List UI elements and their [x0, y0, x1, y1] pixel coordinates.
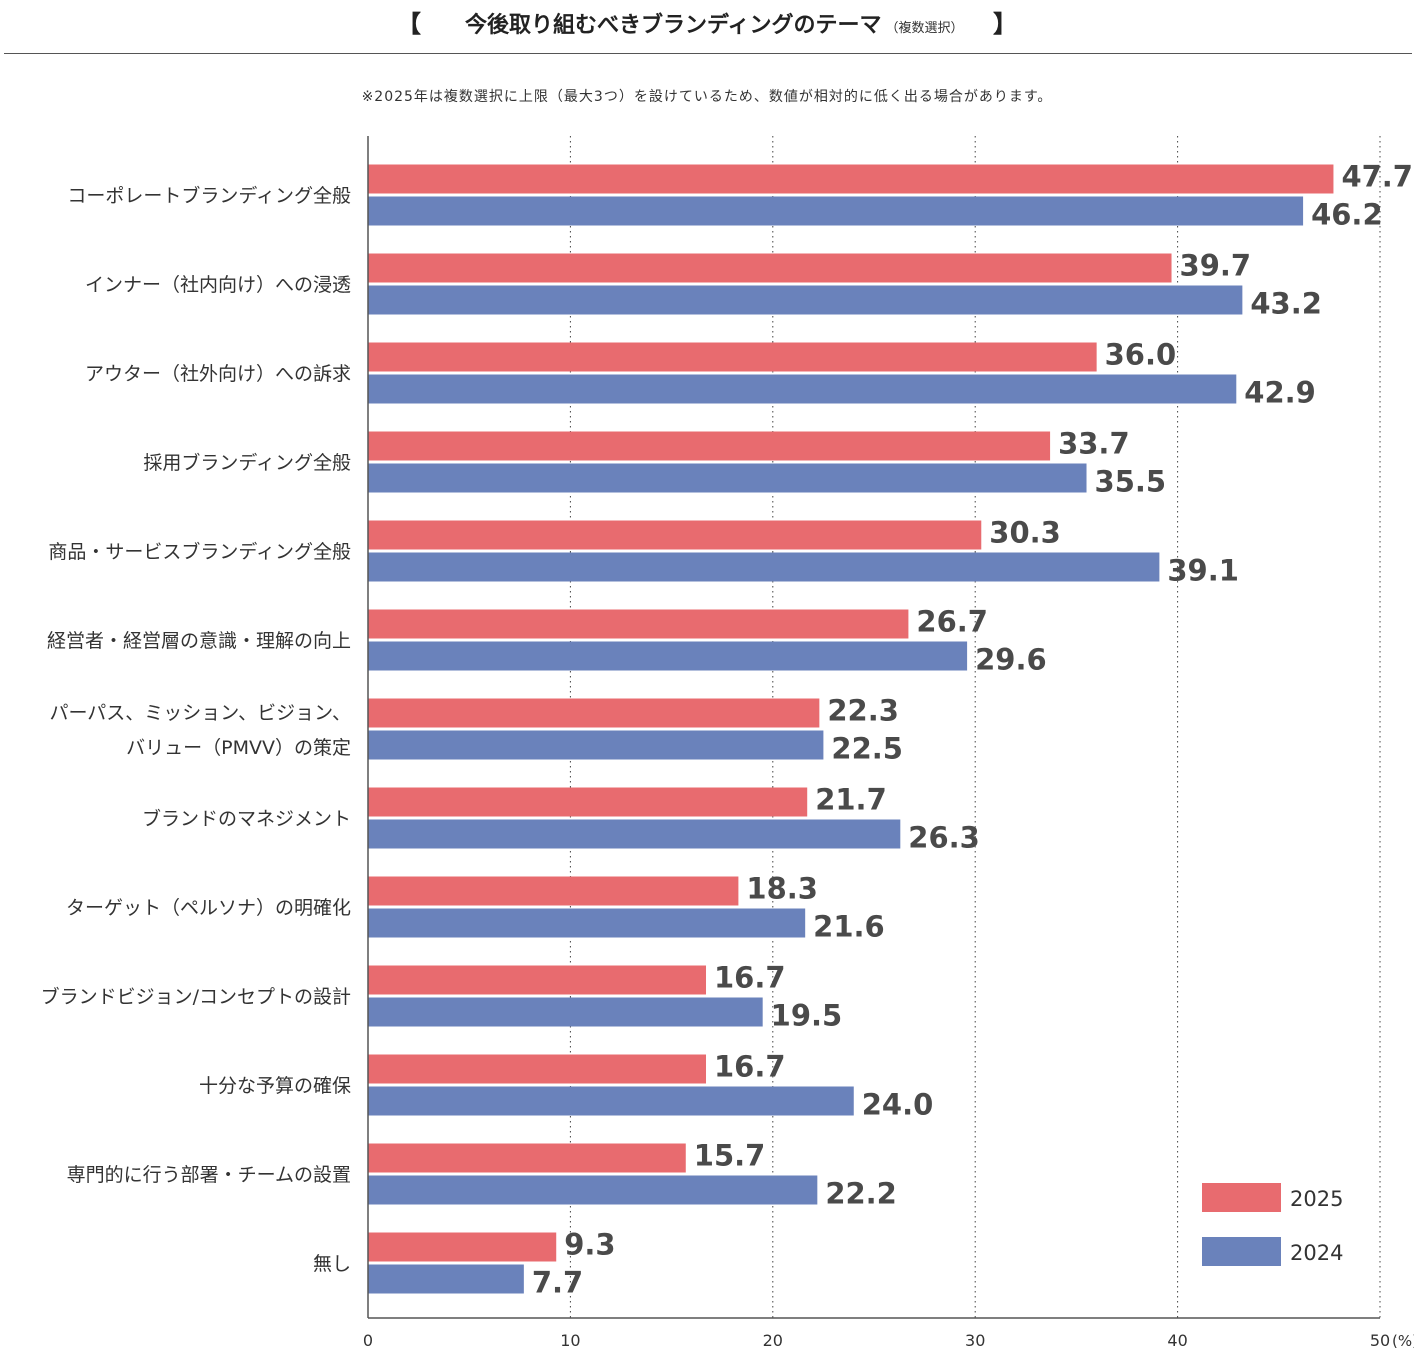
value-label-2025: 30.3	[989, 516, 1061, 550]
bar-2024	[368, 196, 1304, 226]
bar-2024	[368, 1086, 854, 1116]
value-label-2024: 43.2	[1250, 287, 1322, 321]
x-tick-label: 10	[560, 1331, 580, 1350]
value-label-2024: 22.2	[825, 1177, 897, 1211]
value-label-2024: 19.5	[771, 999, 843, 1033]
value-label-2025: 33.7	[1058, 427, 1130, 461]
chart-title: 【 今後取り組むべきブランディングのテーマ （複数選択） 】	[0, 4, 1414, 40]
bar-2025	[368, 787, 808, 817]
legend-swatch-2025	[1202, 1183, 1281, 1212]
bar-2024	[368, 463, 1087, 493]
x-tick-label: 0	[363, 1331, 373, 1350]
value-label-2025: 36.0	[1105, 338, 1177, 372]
value-label-2025: 39.7	[1180, 249, 1252, 283]
value-label-2025: 22.3	[827, 694, 899, 728]
category-label: ブランドビジョン/コンセプトの設計	[41, 985, 351, 1008]
bar-2025	[368, 342, 1097, 372]
bar-2025	[368, 1143, 686, 1173]
value-label-2025: 26.7	[916, 605, 988, 639]
bar-2024	[368, 730, 824, 760]
legend-label-2025: 2025	[1290, 1187, 1343, 1211]
bar-2025	[368, 698, 820, 728]
category-label: 商品・サービスブランディング全般	[48, 540, 351, 563]
bar-2025	[368, 520, 982, 550]
value-label-2025: 16.7	[714, 961, 786, 995]
value-label-2024: 22.5	[831, 732, 903, 766]
category-label: パーパス、ミッション、ビジョン、	[49, 702, 351, 724]
footnote: ※2025年は複数選択に上限（最大3つ）を設けているため、数値が相対的に低く出る…	[361, 89, 1053, 105]
bar-2024	[368, 552, 1160, 582]
category-label: 採用ブランディング全般	[143, 451, 351, 474]
value-label-2024: 21.6	[813, 910, 885, 944]
value-label-2025: 18.3	[746, 872, 818, 906]
value-label-2024: 24.0	[862, 1088, 934, 1122]
bar-2025	[368, 164, 1334, 194]
value-label-2024: 46.2	[1311, 198, 1383, 232]
category-label: アウター（社外向け）への訴求	[85, 363, 351, 385]
bar-2024	[368, 641, 968, 671]
category-label: 十分な予算の確保	[199, 1075, 351, 1097]
x-tick-label: 40	[1167, 1331, 1187, 1350]
title-main: 今後取り組むべきブランディングのテーマ	[465, 13, 882, 38]
title-divider	[4, 53, 1412, 54]
bar-2024	[368, 908, 806, 938]
x-tick-label: 30	[965, 1331, 985, 1350]
x-tick-label: 50	[1370, 1331, 1390, 1350]
bar-2025	[368, 1054, 707, 1084]
value-label-2025: 21.7	[815, 783, 887, 817]
value-label-2025: 15.7	[694, 1139, 766, 1173]
category-label: 経営者・経営層の意識・理解の向上	[47, 630, 351, 652]
title-close-bracket: 】	[992, 10, 1017, 38]
category-label: インナー（社内向け）への浸透	[85, 274, 351, 296]
bar-2025	[368, 253, 1172, 283]
legend-label-2024: 2024	[1290, 1241, 1343, 1265]
value-label-2025: 16.7	[714, 1050, 786, 1084]
legend-swatch-2024	[1202, 1237, 1281, 1266]
value-label-2025: 9.3	[564, 1228, 615, 1262]
category-label: コーポレートブランディング全般	[67, 184, 351, 207]
bar-2025	[368, 1232, 557, 1262]
bar-2024	[368, 1175, 818, 1205]
value-label-2024: 42.9	[1244, 376, 1316, 410]
bar-2024	[368, 285, 1243, 315]
x-axis-unit: (%)	[1392, 1332, 1414, 1350]
value-label-2024: 29.6	[975, 643, 1047, 677]
category-label: ターゲット（ペルソナ）の明確化	[66, 897, 351, 919]
bar-2025	[368, 876, 739, 906]
bar-2025	[368, 431, 1051, 461]
value-label-2024: 35.5	[1095, 465, 1167, 499]
x-tick-label: 20	[763, 1331, 783, 1350]
bar-2024	[368, 374, 1237, 404]
value-label-2024: 26.3	[908, 821, 980, 855]
bar-2025	[368, 609, 909, 639]
bar-2025	[368, 965, 707, 995]
value-label-2024: 7.7	[532, 1266, 583, 1300]
bar-2024	[368, 997, 763, 1027]
title-open-bracket: 【	[397, 10, 421, 38]
category-label: バリュー（PMVV）の策定	[126, 737, 351, 759]
value-label-2025: 47.7	[1341, 160, 1413, 194]
category-label: ブランドのマネジメント	[142, 807, 351, 830]
title-sub: （複数選択）	[885, 21, 957, 36]
bar-2024	[368, 1264, 524, 1294]
category-label: 無し	[313, 1253, 351, 1275]
bar-2024	[368, 819, 901, 849]
value-label-2024: 39.1	[1167, 554, 1239, 588]
category-label: 専門的に行う部署・チームの設置	[67, 1164, 351, 1186]
